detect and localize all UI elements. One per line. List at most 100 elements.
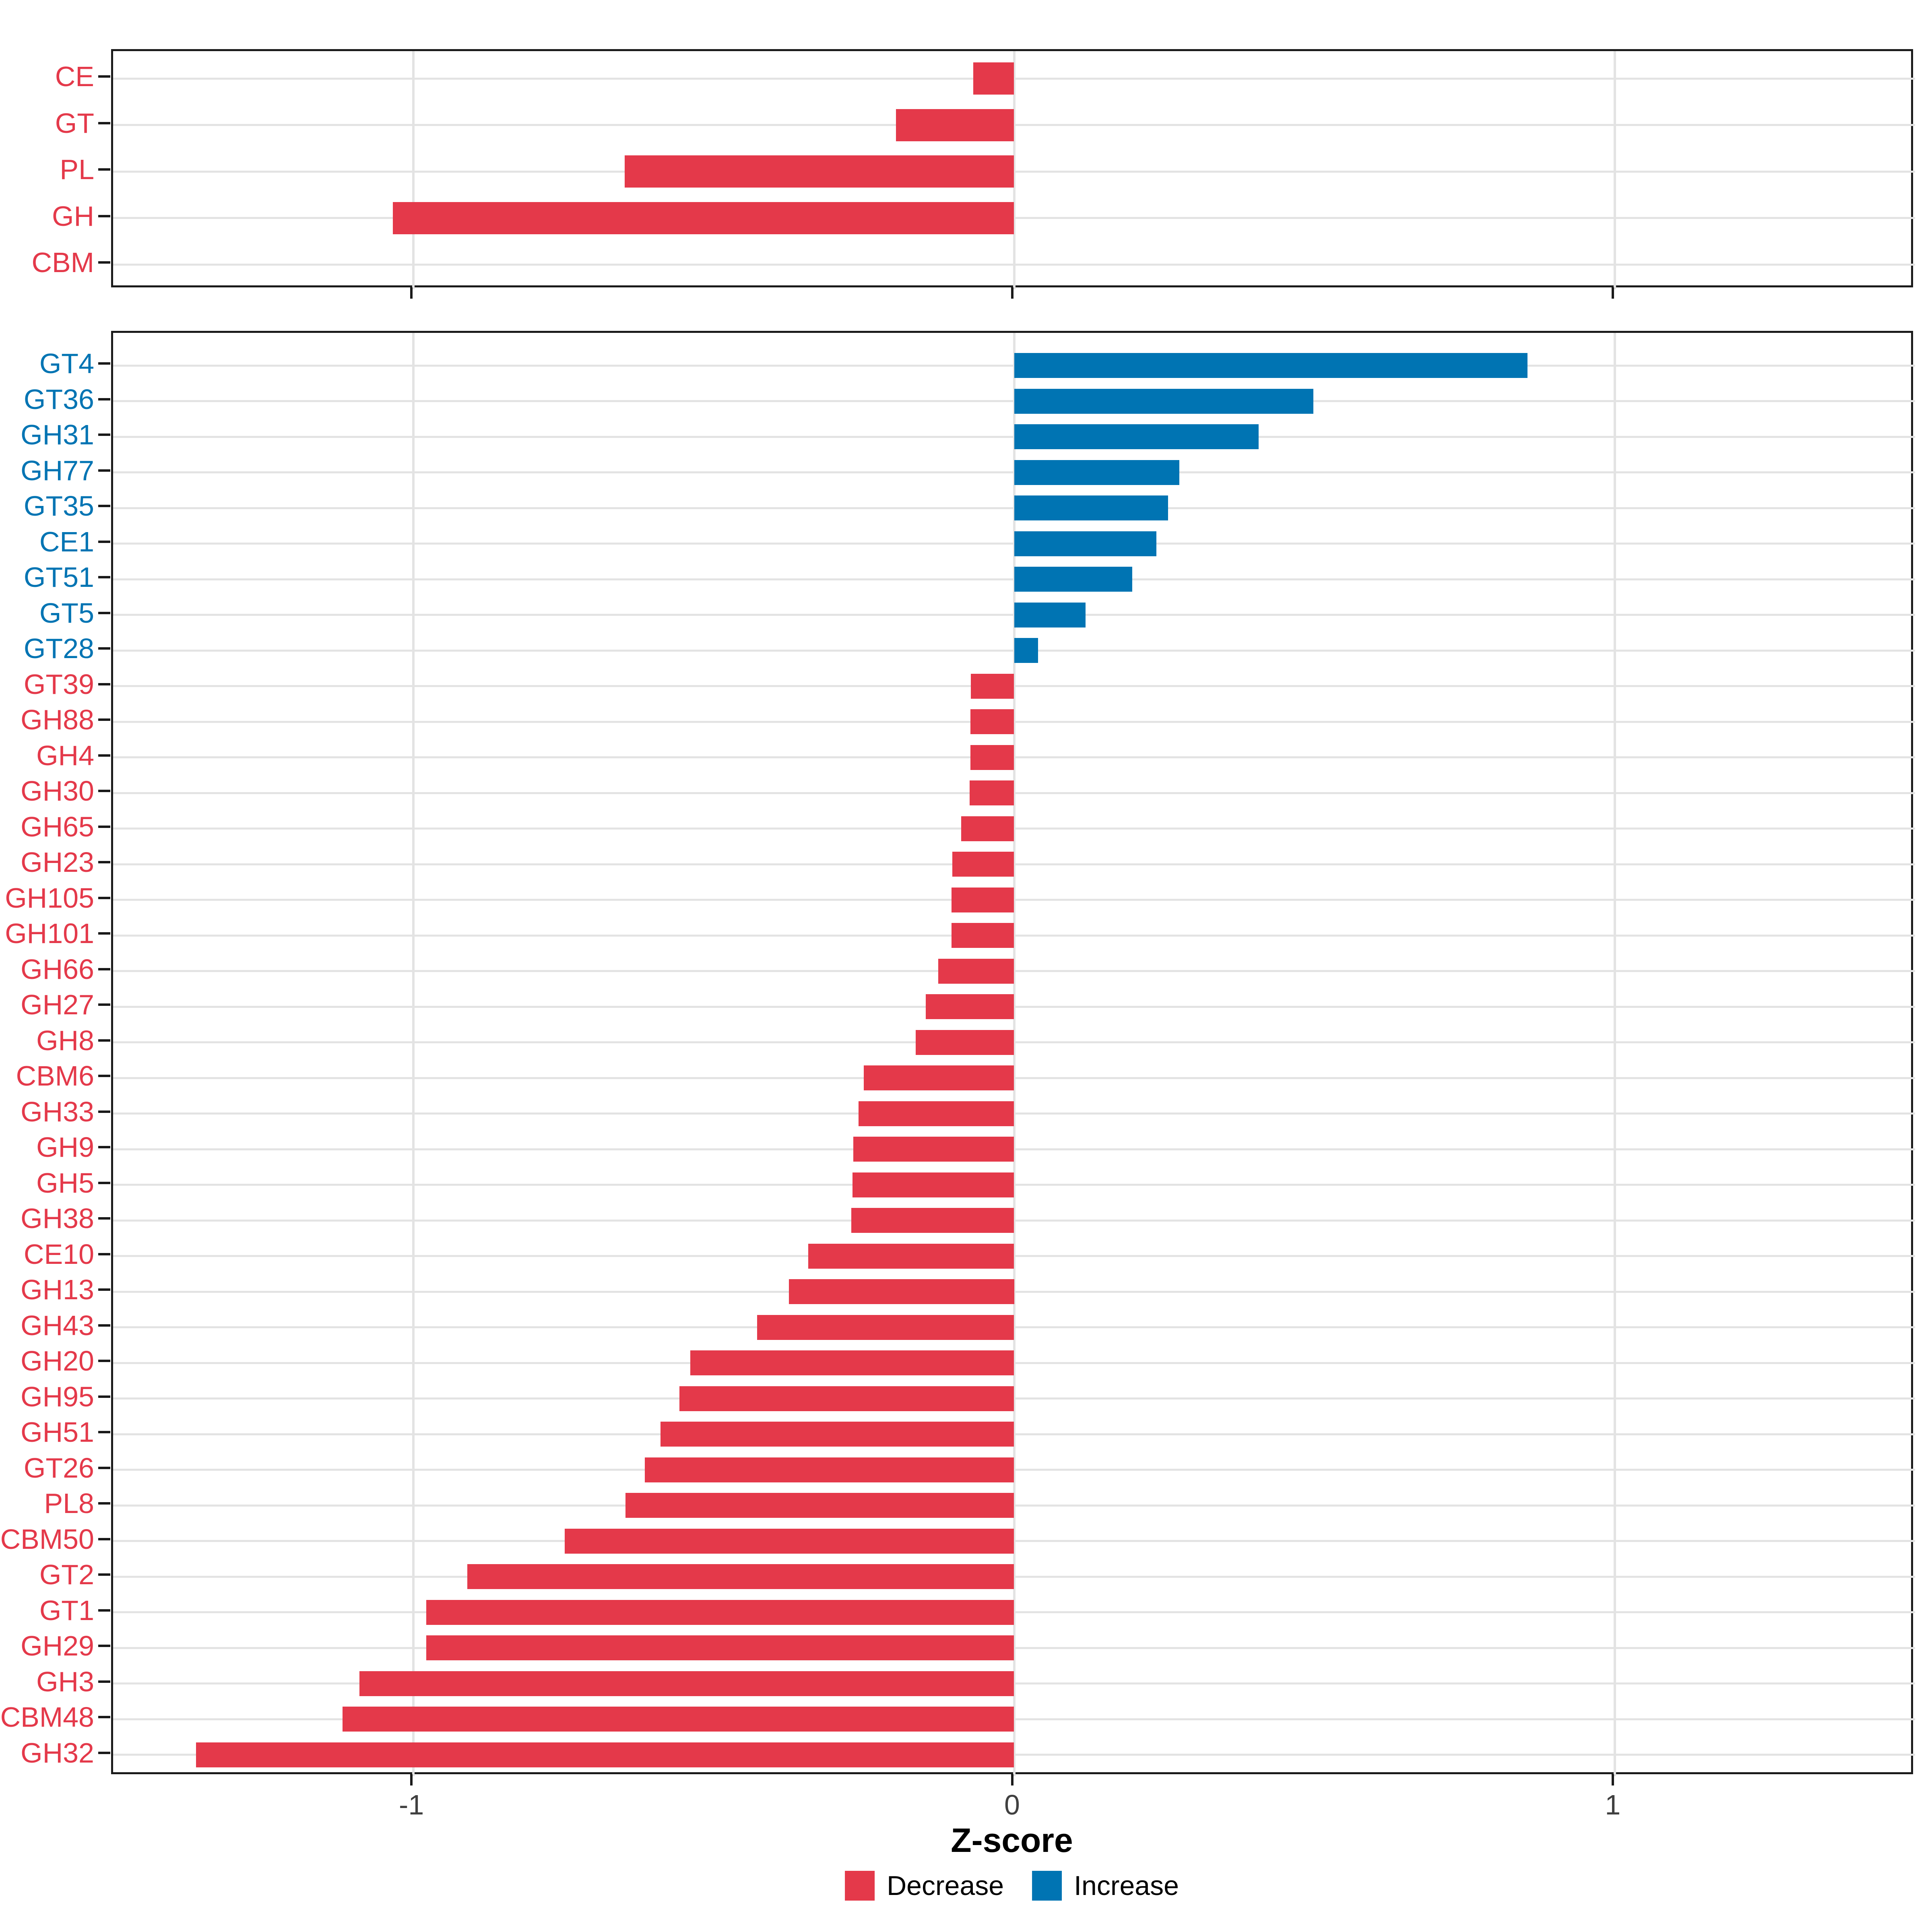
y-axis-label-gt2: GT2 (39, 1559, 94, 1591)
y-axis-tick (98, 1645, 110, 1647)
y-axis-label-gt51: GT51 (23, 561, 94, 593)
x-axis-tick (1011, 287, 1013, 299)
y-axis-tick (98, 1039, 110, 1042)
bar-gh33 (858, 1101, 1014, 1126)
y-axis-label-gh43: GH43 (21, 1309, 94, 1341)
y-axis-tick (98, 1573, 110, 1576)
bar-ce1 (1014, 531, 1157, 556)
y-axis-label-ce: CE (55, 61, 94, 92)
y-axis-tick (98, 1075, 110, 1077)
bar-gh101 (952, 923, 1014, 948)
y-axis-tick (98, 1181, 110, 1184)
bar-cbm48 (343, 1707, 1014, 1732)
gridline-vertical (1013, 333, 1016, 1776)
y-axis-label-gh32: GH32 (21, 1737, 94, 1769)
legend-label-increase: Increase (1074, 1870, 1179, 1901)
y-axis-tick (98, 1466, 110, 1469)
bar-gt4 (1014, 353, 1528, 378)
y-axis-label-gh9: GH9 (36, 1131, 94, 1163)
y-axis-label-gh4: GH4 (36, 739, 94, 771)
bar-cbm6 (864, 1065, 1014, 1091)
y-axis-label-cbm6: CBM6 (16, 1060, 94, 1092)
y-axis-label-ce10: CE10 (23, 1238, 94, 1270)
legend-label-decrease: Decrease (887, 1870, 1004, 1901)
bar-gh3 (359, 1671, 1014, 1696)
y-axis-tick (98, 1680, 110, 1683)
y-axis-tick (98, 683, 110, 685)
legend-item-decrease: Decrease (845, 1871, 1004, 1901)
bar-gh29 (426, 1635, 1014, 1661)
bar-gh95 (679, 1386, 1014, 1411)
bar-gh51 (660, 1422, 1014, 1447)
y-axis-label-gh27: GH27 (21, 989, 94, 1021)
y-axis-label-pl: PL (60, 154, 94, 185)
y-axis-tick (98, 1288, 110, 1291)
y-axis-label-gh13: GH13 (21, 1274, 94, 1306)
x-axis-tick-label: -1 (399, 1789, 424, 1821)
y-axis-label-gt39: GT39 (23, 668, 94, 700)
y-axis-tick (98, 790, 110, 793)
bar-ce (973, 62, 1014, 95)
y-axis-tick (98, 1716, 110, 1719)
y-axis-tick (98, 122, 110, 124)
y-axis-tick (98, 647, 110, 650)
y-axis-tick (98, 1110, 110, 1113)
bar-gh8 (915, 1030, 1014, 1055)
bar-gh13 (788, 1279, 1014, 1305)
bar-gh5 (852, 1172, 1014, 1197)
y-axis-tick (98, 754, 110, 757)
gridline-vertical (412, 51, 415, 289)
bar-gh66 (938, 958, 1014, 984)
increase-color-swatch (1032, 1871, 1062, 1901)
y-axis-tick (98, 215, 110, 217)
x-axis-tick-label: 1 (1605, 1789, 1621, 1821)
gridline-vertical (412, 333, 415, 1776)
x-axis-tick (1611, 287, 1614, 299)
gridline-vertical (1613, 51, 1616, 289)
y-axis-label-gh101: GH101 (5, 918, 94, 949)
y-axis-label-gh5: GH5 (36, 1167, 94, 1199)
bar-pl (625, 155, 1014, 188)
bar-gh20 (690, 1350, 1014, 1376)
y-axis-label-pl8: PL8 (44, 1488, 94, 1519)
y-axis-tick (98, 398, 110, 400)
decrease-color-swatch (845, 1871, 875, 1901)
y-axis-label-gt5: GT5 (39, 597, 94, 629)
y-axis-label-gh38: GH38 (21, 1203, 94, 1234)
y-axis-tick (98, 469, 110, 472)
y-axis-label-gh3: GH3 (36, 1666, 94, 1697)
bar-gh88 (970, 709, 1014, 735)
bar-pl8 (625, 1493, 1014, 1518)
bar-gh (393, 202, 1014, 234)
y-axis-label-ce1: CE1 (39, 526, 94, 557)
bar-gh32 (196, 1742, 1014, 1767)
y-axis-label-gh23: GH23 (21, 846, 94, 878)
y-axis-tick (98, 261, 110, 264)
bar-gt51 (1014, 567, 1133, 592)
y-axis-tick (98, 540, 110, 543)
y-axis-label-cbm50: CBM50 (0, 1523, 94, 1555)
y-axis-label-gh20: GH20 (21, 1345, 94, 1377)
subfamily-plot-area (111, 331, 1915, 1776)
bar-gh105 (952, 887, 1014, 912)
x-axis-tick-label: 0 (1004, 1789, 1020, 1821)
legend-item-increase: Increase (1032, 1871, 1179, 1901)
bar-gt28 (1014, 638, 1038, 663)
bar-gt (896, 109, 1014, 141)
y-axis-tick (98, 1395, 110, 1398)
bar-gh65 (961, 816, 1014, 841)
y-axis-label-gh33: GH33 (21, 1096, 94, 1127)
bar-cbm50 (565, 1528, 1014, 1554)
y-axis-tick (98, 611, 110, 614)
bar-gt5 (1014, 602, 1086, 627)
y-axis-label-gh65: GH65 (21, 811, 94, 842)
bar-gh9 (853, 1137, 1014, 1162)
x-axis-tick (1611, 1774, 1614, 1785)
bar-gt39 (971, 673, 1014, 699)
family-plot-area (111, 49, 1915, 289)
x-axis-tick (410, 287, 413, 299)
y-axis-label-gt28: GT28 (23, 633, 94, 665)
y-axis-tick (98, 168, 110, 171)
bar-gh43 (757, 1315, 1014, 1340)
